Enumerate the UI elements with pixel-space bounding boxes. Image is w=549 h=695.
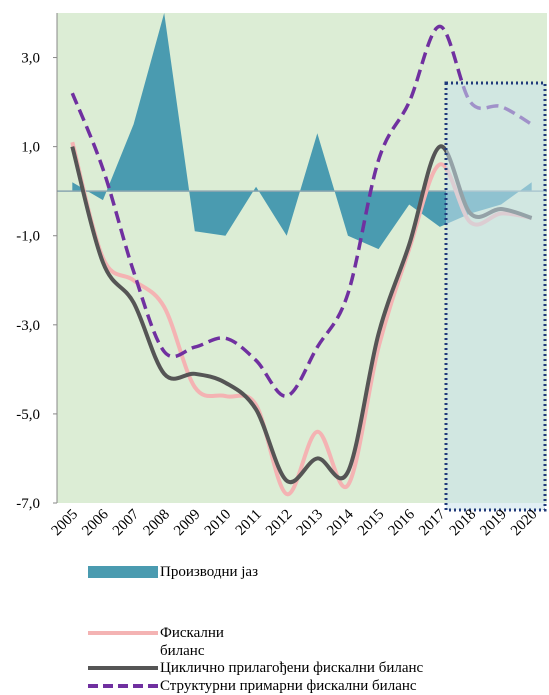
x-tick-label: 2005 [49,507,82,540]
x-tick-label: 2008 [140,507,173,540]
y-tick-label: 3,0 [21,51,40,67]
x-tick-label: 2012 [263,507,296,540]
line [70,24,533,398]
x-tick-label: 2007 [110,506,143,539]
forecast-box [444,81,547,512]
x-tick-label: 2015 [355,507,388,540]
x-tick-label: 2016 [385,506,418,539]
x-tick-label: 2009 [171,507,204,540]
y-tick-label: -1,0 [16,229,40,245]
x-tick-label: 2011 [233,507,265,539]
x-tick-label: 2017 [416,506,449,539]
x-tick-label: 2013 [294,507,327,540]
y-tick-label: 1,0 [21,140,40,156]
y-tick-label: -7,0 [16,496,40,512]
legend-swatch [88,566,158,578]
area [72,13,532,250]
y-tick-label: -5,0 [16,407,40,423]
x-tick-label: 2014 [324,506,357,539]
x-tick-label: 2010 [202,507,235,540]
line [70,141,533,497]
y-tick-label: -3,0 [16,318,40,334]
x-tick-label: 2006 [79,506,112,539]
